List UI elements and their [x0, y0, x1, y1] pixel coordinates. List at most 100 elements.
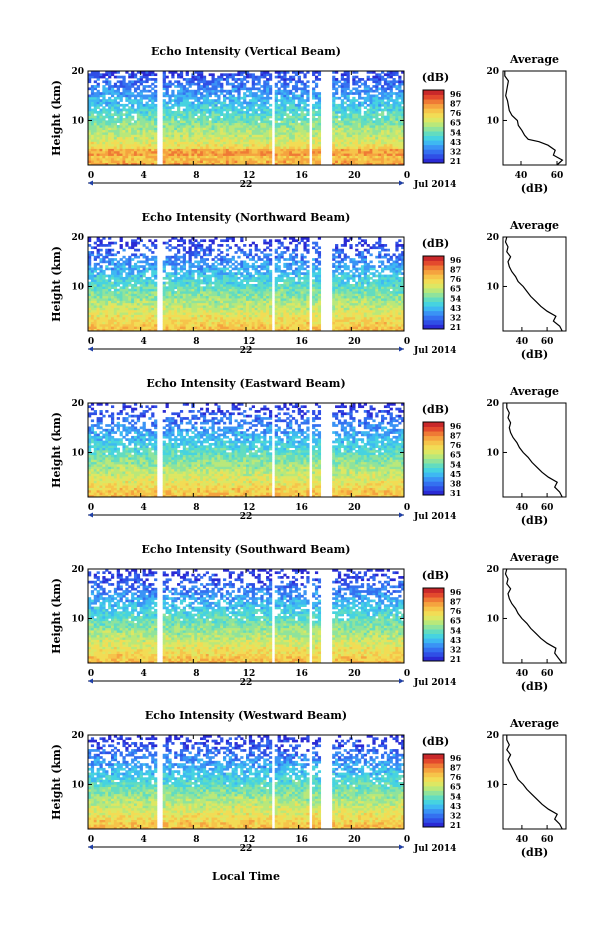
heatmap-cell — [182, 258, 187, 261]
heatmap-cell — [88, 321, 92, 325]
heatmap-cell — [151, 288, 155, 292]
heatmap-cell — [148, 150, 152, 154]
heatmap-cell — [263, 155, 267, 159]
heatmap-cell — [93, 281, 97, 285]
heatmap-cell — [110, 136, 115, 140]
heatmap-cell — [128, 272, 132, 275]
heatmap-cell — [257, 127, 261, 131]
heatmap-cell — [389, 143, 393, 147]
heatmap-cell — [386, 134, 390, 138]
heatmap-cell — [401, 118, 405, 121]
heatmap-cell — [93, 125, 97, 128]
heatmap-cell — [151, 96, 155, 100]
heatmap-cell — [105, 146, 109, 149]
heatmap-cell — [352, 155, 356, 159]
heatmap-cell — [360, 160, 365, 163]
heatmap-cell — [171, 274, 175, 278]
heatmap-cell — [174, 276, 178, 280]
heatmap-cell — [188, 323, 192, 327]
heatmap-cell — [128, 305, 132, 308]
heatmap-cell — [317, 143, 322, 147]
heatmap-cell — [208, 323, 212, 327]
heatmap-cell — [386, 125, 390, 128]
heatmap-cell — [254, 108, 258, 112]
heatmap-cell — [142, 129, 146, 133]
heatmap-cell — [283, 78, 287, 81]
heatmap-cell — [171, 153, 175, 156]
heatmap-cell — [251, 148, 255, 152]
heatmap-cell — [171, 82, 175, 86]
heatmap-cell — [151, 108, 155, 112]
heatmap-cell — [162, 323, 166, 327]
heatmap-cell — [381, 150, 385, 154]
heatmap-cell — [194, 99, 198, 102]
heatmap-cell — [102, 316, 106, 320]
heatmap-cell — [289, 101, 293, 105]
heatmap-cell — [240, 87, 244, 91]
heatmap-cell — [283, 141, 287, 145]
heatmap-cell — [306, 103, 310, 107]
heatmap-cell — [205, 108, 209, 112]
heatmap-cell — [105, 300, 109, 304]
heatmap-cell — [217, 153, 221, 156]
heatmap-cell — [266, 118, 270, 121]
heatmap-cell — [375, 125, 379, 128]
heatmap-cell — [182, 89, 187, 93]
heatmap-cell — [154, 153, 158, 156]
heatmap-cell — [113, 265, 118, 268]
heatmap-cell — [171, 314, 175, 318]
heatmap-cell — [202, 269, 207, 273]
heatmap-cell — [312, 153, 316, 156]
heatmap-cell — [119, 136, 123, 140]
heatmap-cell — [381, 78, 385, 81]
heatmap-cell — [177, 291, 181, 294]
heatmap-cell — [220, 108, 224, 112]
heatmap-cell — [88, 157, 92, 161]
heatmap-cell — [179, 255, 184, 259]
heatmap-cell — [133, 110, 138, 114]
heatmap-cell — [283, 89, 287, 93]
heatmap-cell — [291, 157, 296, 161]
heatmap-cell — [243, 106, 247, 109]
heatmap-cell — [200, 146, 204, 149]
heatmap-cell — [346, 99, 350, 102]
heatmap-cell — [266, 113, 270, 116]
heatmap-cell — [231, 94, 235, 98]
heatmap-cell — [300, 101, 304, 105]
heatmap-cell — [88, 262, 92, 266]
heatmap-cell — [205, 309, 209, 313]
heatmap-cell — [165, 258, 169, 261]
heatmap-cell — [225, 108, 230, 112]
heatmap-cell — [174, 269, 178, 273]
heatmap-cell — [119, 321, 123, 325]
heatmap-cell — [197, 125, 201, 128]
heatmap-cell — [352, 106, 356, 109]
heatmap-cell — [372, 106, 376, 109]
heatmap-cell — [188, 78, 192, 81]
heatmap-cell — [154, 321, 158, 325]
heatmap-cell — [113, 258, 118, 261]
heatmap-cell — [102, 302, 106, 306]
day-span-arrow — [88, 180, 93, 186]
heatmap-cell — [93, 73, 97, 77]
heatmap-cell — [266, 106, 270, 109]
heatmap-cell — [268, 127, 273, 131]
heatmap-cell — [145, 101, 149, 105]
heatmap-cell — [182, 146, 187, 149]
heatmap-cell — [131, 279, 135, 282]
heatmap-cell — [205, 85, 209, 88]
heatmap-cell — [378, 92, 382, 95]
heatmap-cell — [208, 319, 212, 322]
heatmap-cell — [360, 141, 365, 145]
heatmap-cell — [231, 125, 235, 128]
heatmap-cell — [174, 139, 178, 142]
heatmap-cell — [289, 139, 293, 142]
heatmap-cell — [88, 113, 92, 116]
heatmap-cell — [306, 129, 310, 133]
heatmap-cell — [171, 92, 175, 95]
heatmap-cell — [194, 316, 198, 320]
heatmap-cell — [202, 87, 207, 91]
heatmap-cell — [386, 141, 390, 145]
heatmap-cell — [274, 153, 278, 156]
heatmap-cell — [113, 323, 118, 327]
